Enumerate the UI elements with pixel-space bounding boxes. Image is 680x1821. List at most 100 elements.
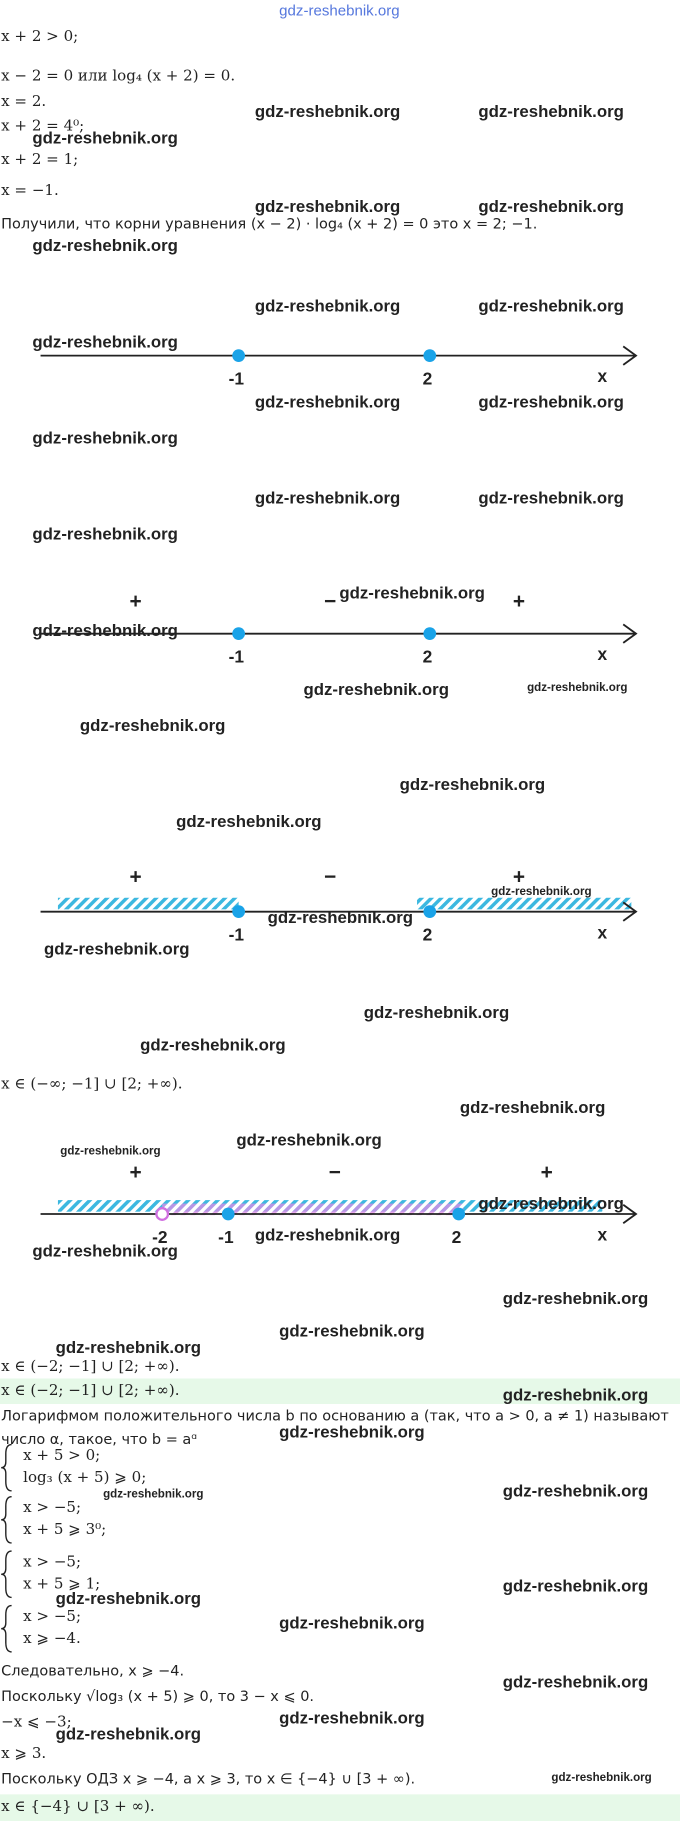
- watermark: gdz-reshebnik.org: [255, 1225, 400, 1244]
- watermark: gdz-reshebnik.org: [32, 1242, 177, 1261]
- hatch: [417, 897, 632, 910]
- text-line: x = 2.: [1, 92, 46, 110]
- watermark: gdz-reshebnik.org: [56, 1338, 201, 1357]
- watermark: gdz-reshebnik.org: [32, 236, 177, 255]
- hatch: [57, 897, 239, 910]
- system-line: x > −5;: [23, 1607, 81, 1625]
- watermark: gdz-reshebnik.org: [478, 102, 623, 121]
- watermark: gdz-reshebnik.org: [279, 1614, 424, 1633]
- watermark: gdz-reshebnik.org: [176, 812, 321, 831]
- system-brace: [1, 1443, 12, 1492]
- sign: +: [513, 590, 525, 613]
- axis-label: x: [598, 1225, 608, 1245]
- watermark: gdz-reshebnik.org: [44, 939, 189, 958]
- watermark: gdz-reshebnik.org: [279, 1422, 424, 1441]
- watermark: gdz-reshebnik.org: [478, 296, 623, 315]
- point-label: -1: [229, 925, 245, 945]
- watermark: gdz-reshebnik.org: [304, 680, 449, 699]
- axis-arrow: [622, 345, 638, 366]
- axis-label: x: [598, 922, 608, 942]
- point-label: 2: [423, 369, 433, 389]
- watermark: gdz-reshebnik.org: [551, 1772, 651, 1784]
- point: [423, 349, 437, 362]
- answer-box: [0, 1378, 680, 1404]
- point: [232, 627, 246, 641]
- text-line: x + 2 > 0;: [1, 27, 78, 45]
- system-line: x + 5 ⩾ 1;: [23, 1575, 100, 1593]
- point: [221, 1207, 235, 1221]
- watermark: gdz-reshebnik.org: [56, 1725, 201, 1744]
- watermark: gdz-reshebnik.org: [32, 621, 177, 640]
- watermark: gdz-reshebnik.org: [80, 716, 225, 735]
- answer: x ∈ (−2; −1] ∪ [2; +∞).: [1, 1381, 179, 1399]
- point: [423, 905, 437, 919]
- text-line: −x ⩽ −3;: [1, 1713, 72, 1731]
- point-label: 2: [423, 925, 433, 945]
- axis-label: x: [598, 644, 608, 664]
- watermark: gdz-reshebnik.org: [255, 197, 400, 216]
- system-brace: [1, 1604, 12, 1653]
- watermark: gdz-reshebnik.org: [279, 1708, 424, 1727]
- watermark: gdz-reshebnik.org: [32, 525, 177, 544]
- text-line: Поскольку √log₃ (x + 5) ⩾ 0, то 3 − x ⩽ …: [1, 1689, 314, 1705]
- text-line: x + 2 = 4⁰;: [1, 116, 84, 134]
- watermark: gdz-reshebnik.org: [503, 1673, 648, 1692]
- sign: +: [513, 866, 525, 889]
- system-line: x + 5 > 0;: [23, 1446, 100, 1464]
- sign: −: [329, 1161, 341, 1184]
- system-brace: [1, 1495, 12, 1544]
- watermark: gdz-reshebnik.org: [255, 296, 400, 315]
- watermark: gdz-reshebnik.org: [527, 682, 627, 694]
- watermark: gdz-reshebnik.org: [478, 1194, 623, 1213]
- watermark: gdz-reshebnik.org: [32, 332, 177, 351]
- point-label: 2: [452, 1227, 462, 1247]
- text-line: Поскольку ОДЗ x ⩾ −4, а x ⩾ 3, то x ∈ {−…: [1, 1771, 415, 1787]
- system-line: log₃ (x + 5) ⩾ 0;: [23, 1468, 146, 1486]
- sign: −: [324, 590, 336, 613]
- point: [452, 1207, 466, 1221]
- watermark: gdz-reshebnik.org: [478, 197, 623, 216]
- text-line: Следовательно, x ⩾ −4.: [1, 1664, 184, 1680]
- watermark: gdz-reshebnik.org: [503, 1385, 648, 1404]
- point-label: -2: [152, 1227, 167, 1247]
- sign: +: [129, 590, 141, 613]
- watermark: gdz-reshebnik.org: [400, 775, 545, 794]
- sign: +: [129, 866, 141, 889]
- watermark: gdz-reshebnik.org: [279, 3, 399, 20]
- point-label: -1: [229, 647, 245, 667]
- watermark: gdz-reshebnik.org: [103, 1488, 203, 1500]
- system-brace: [1, 1550, 12, 1599]
- text-line: x ∈ (−∞; −1] ∪ [2; +∞).: [1, 1074, 182, 1092]
- sign: +: [541, 1161, 553, 1184]
- watermark: gdz-reshebnik.org: [255, 393, 400, 412]
- watermark: gdz-reshebnik.org: [491, 886, 591, 898]
- point-hollow: [155, 1207, 170, 1221]
- system-line: x > −5;: [23, 1498, 81, 1516]
- watermark: gdz-reshebnik.org: [255, 102, 400, 121]
- text-line: x = −1.: [1, 181, 59, 199]
- system-line: x ⩾ −4.: [23, 1629, 81, 1647]
- watermark: gdz-reshebnik.org: [503, 1576, 648, 1595]
- axis-arrow: [622, 1203, 638, 1225]
- hatch: [162, 1203, 464, 1216]
- watermark: gdz-reshebnik.org: [32, 428, 177, 447]
- axis-arrow: [622, 623, 638, 644]
- watermark: gdz-reshebnik.org: [503, 1289, 648, 1308]
- point-label: -1: [218, 1227, 234, 1247]
- watermark: gdz-reshebnik.org: [268, 908, 413, 927]
- axis-arrow: [622, 901, 638, 922]
- watermark: gdz-reshebnik.org: [478, 489, 623, 508]
- point: [232, 349, 246, 362]
- answer-box: [0, 1794, 680, 1821]
- watermark: gdz-reshebnik.org: [503, 1481, 648, 1500]
- answer: x ∈ {−4} ∪ [3 + ∞).: [1, 1797, 155, 1815]
- sign: +: [129, 1161, 141, 1184]
- watermark: gdz-reshebnik.org: [140, 1035, 285, 1054]
- watermark: gdz-reshebnik.org: [279, 1322, 424, 1341]
- watermark: gdz-reshebnik.org: [339, 584, 484, 603]
- watermark: gdz-reshebnik.org: [364, 1003, 509, 1022]
- watermark: gdz-reshebnik.org: [460, 1098, 605, 1117]
- sign: −: [324, 866, 336, 889]
